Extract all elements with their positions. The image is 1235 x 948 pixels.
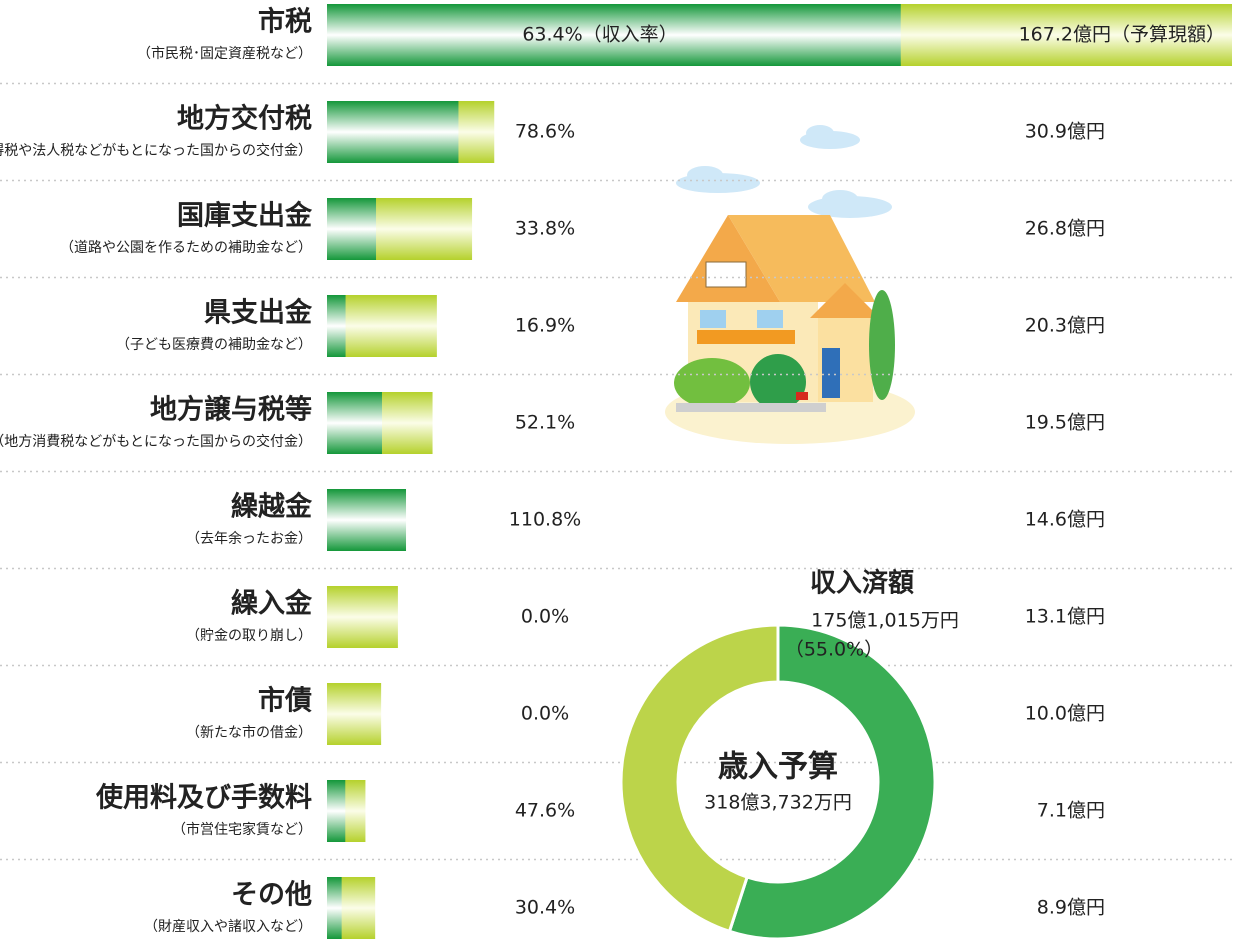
budget-label: 26.8億円 <box>1025 218 1105 240</box>
rate-label: 47.6% <box>515 800 575 822</box>
budget-label: 13.1億円 <box>1025 606 1105 628</box>
budget-label: 7.1億円 <box>1037 800 1105 822</box>
budget-bar <box>327 683 382 745</box>
donut-slice <box>619 623 780 934</box>
category-note: （市営住宅家賃など） <box>172 821 312 838</box>
category-title: 繰越金 <box>231 491 313 523</box>
rate-bar <box>327 101 459 163</box>
category-note: （所得税や法人税などがもとになった国からの交付金） <box>0 142 312 159</box>
rate-bar <box>327 877 342 939</box>
category-title: その他 <box>231 880 312 911</box>
donut-center-title: 歳入予算 <box>718 750 838 785</box>
donut-slice <box>727 623 937 941</box>
category-note: （道路や公園を作るための補助金など） <box>60 240 312 256</box>
category-title: 市税 <box>258 6 312 38</box>
budget-label: 10.0億円 <box>1025 703 1105 725</box>
rate-label: 63.4%（収入率） <box>522 24 677 46</box>
category-note: （去年余ったお金） <box>186 530 312 547</box>
category-note: （貯金の取り崩し） <box>186 628 312 644</box>
budget-label: 20.3億円 <box>1025 315 1105 337</box>
rate-label: 16.9% <box>515 315 575 337</box>
rate-bar <box>327 4 901 66</box>
category-title: 地方交付税 <box>177 103 312 135</box>
rate-label: 0.0% <box>521 703 569 725</box>
category-note: （地方消費税などがもとになった国からの交付金） <box>0 433 312 450</box>
rate-label: 78.6% <box>515 121 575 143</box>
budget-bar <box>327 586 398 648</box>
rate-bar <box>327 489 407 551</box>
rate-label: 33.8% <box>515 218 575 240</box>
category-title: 繰入金 <box>231 588 313 620</box>
budget-label: 30.9億円 <box>1025 121 1105 143</box>
rate-label: 30.4% <box>515 897 575 919</box>
category-note: （新たな市の借金） <box>186 724 312 741</box>
category-title: 使用料及び手数料 <box>95 783 312 814</box>
slice-name: 収入済額 <box>810 568 914 599</box>
category-title: 国庫支出金 <box>177 200 313 232</box>
rate-bar <box>327 295 346 357</box>
category-note: （市民税･固定資産税など） <box>137 45 312 62</box>
budget-label: 167.2億円（予算現額） <box>1019 24 1225 46</box>
rate-bar <box>327 198 377 260</box>
budget-label: 8.9億円 <box>1037 897 1105 919</box>
rate-label: 52.1% <box>515 412 575 434</box>
donut-center-total: 318億3,732万円 <box>704 792 852 814</box>
rate-bar <box>327 780 346 842</box>
budget-label: 19.5億円 <box>1025 412 1105 434</box>
category-note: （子ども医療費の補助金など） <box>116 336 312 353</box>
slice-amount: 175億1,015万円 <box>811 610 959 632</box>
category-title: 県支出金 <box>204 297 313 329</box>
rate-label: 110.8% <box>509 509 581 531</box>
category-title: 地方譲与税等 <box>150 394 312 426</box>
category-title: 市債 <box>258 685 312 717</box>
house-illustration <box>665 125 915 444</box>
rate-label: 0.0% <box>521 606 569 628</box>
rate-bar <box>327 392 382 454</box>
slice-percent: （55.0%） <box>785 639 883 661</box>
category-note: （財産収入や諸収入など） <box>144 919 312 935</box>
budget-label: 14.6億円 <box>1025 509 1105 531</box>
